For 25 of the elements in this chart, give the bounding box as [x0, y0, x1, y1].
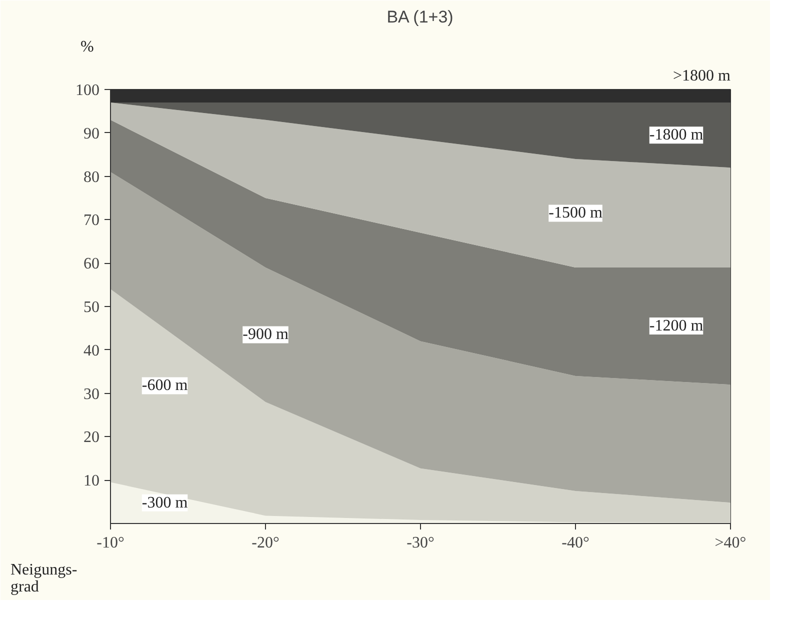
y-tick-label: 70 — [84, 212, 100, 230]
x-tick-label: -30° — [406, 534, 434, 552]
y-tick-label: 10 — [84, 472, 100, 490]
series-label: -300 m — [142, 494, 188, 512]
chart-title: BA (1+3) — [386, 8, 454, 26]
x-tick-label: -20° — [252, 534, 280, 552]
series-label: >1800 m — [673, 68, 732, 84]
y-tick-label: 100 — [76, 82, 100, 99]
y-tick-label: 80 — [84, 168, 100, 186]
x-tick-label: >40° — [714, 534, 746, 552]
series-label: -1200 m — [649, 318, 704, 335]
x-tick-label: -10° — [96, 534, 124, 552]
y-tick-label: 60 — [84, 256, 100, 273]
y-tick-label: 50 — [84, 299, 100, 316]
series-label: -600 m — [142, 377, 188, 394]
y-tick-label: 20 — [84, 429, 100, 446]
series-label: -900 m — [242, 326, 289, 344]
y-tick-label: 40 — [84, 342, 100, 360]
series-label: -1800 m — [649, 126, 704, 144]
y-tick-label: 30 — [84, 386, 100, 403]
y-tick-label: 90 — [84, 125, 100, 142]
x-axis-title: Neigungs- grad — [10, 562, 78, 596]
y-axis-title: % — [80, 38, 94, 56]
series-label: -1500 m — [548, 204, 603, 222]
x-tick-label: -40° — [562, 534, 590, 552]
